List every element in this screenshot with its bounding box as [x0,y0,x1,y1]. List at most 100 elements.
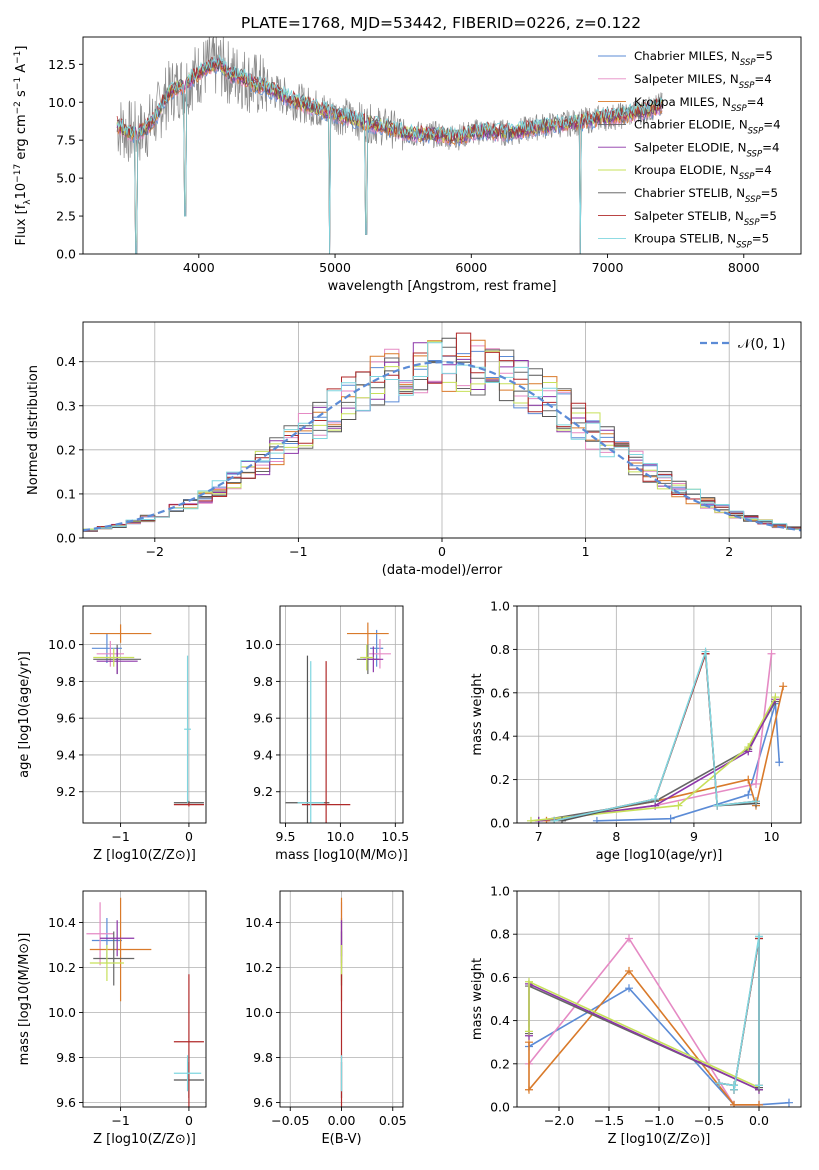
age_vs_Z-ylabel: age [log10(age/yr)] [17,651,32,778]
age_vs_mass-ytick-label-1: 9.4 [253,747,273,762]
spectrum-legend-sub-6: SSP [745,195,761,205]
spectrum-legend-value-4: =4 [762,140,779,154]
residuals-ytick-label-3: 0.3 [56,398,76,413]
spectrum-legend-text-0: Chabrier MILES, N [634,49,740,63]
residuals-xtick-label-4: 2 [725,544,733,559]
spectrum-legend-sub-4: SSP [746,149,762,159]
weights_vs_Z-marker-0-4 [785,1098,793,1107]
age_vs_Z-ytick-label-1: 9.4 [56,747,76,762]
spectrum-ylabel-part-0: Flux [f [14,204,29,245]
residuals-legend-label: 𝒩(0, 1) [738,337,785,352]
mass_vs_Z-ytick-label-2: 10.0 [48,1005,76,1020]
spectrum-ytick-label-1: 2.5 [56,209,76,224]
weights_vs_age-marker-1-3 [767,649,776,658]
spectrum-legend-value-1: =4 [754,72,771,86]
residuals-ylabel: Normed distribution [26,365,41,495]
residuals-xtick-label-1: −1 [289,544,307,559]
spectrum-legend-label-7: Salpeter STELIB, NSSP=5 [634,209,777,228]
spectrum-legend-text-8: Kroupa STELIB, N [634,232,736,246]
weights_vs_age-marker-5-0 [526,816,535,823]
spectrum-model-line-6 [116,57,663,254]
spectrum-lines [116,37,663,254]
mass_vs_Z-ytick-label-4: 10.4 [48,915,76,930]
weights_vs_age-ytick-label-2: 0.4 [490,729,510,744]
spectrum-legend-text-7: Salpeter STELIB, N [634,209,744,223]
spectrum-legend-text-4: Salpeter ELODIE, N [634,140,746,154]
mass_vs_ebv-ytick-label-1: 9.8 [253,1050,273,1065]
spectrum-ytick-label-4: 10.0 [48,95,76,110]
spectrum-legend-sub-7: SSP [744,218,760,228]
spectrum-legend-label-4: Salpeter ELODIE, NSSP=4 [634,140,779,159]
spectrum-ylabel-part-2: 10 [14,183,29,200]
spectrum-legend-value-5: =4 [754,163,771,177]
spectrum-legend-text-6: Chabrier STELIB, N [634,186,745,200]
spectrum-legend-label-8: Kroupa STELIB, NSSP=5 [634,232,769,251]
weights_vs_Z-xtick-label-4: 0.0 [749,1113,769,1128]
weights_vs_Z-marker-5-1 [525,977,533,986]
spectrum-legend-sub-0: SSP [740,58,756,68]
age_vs_mass-ytick-label-3: 9.8 [253,674,273,689]
weights_vs_Z-panel: −2.0 −1.5 −1.0 −0.5 0.0 0.0 0.2 0.4 0.6 0.8 1.0 Z [… [470,884,802,1147]
weights_vs_age-marker-5-1 [674,801,683,810]
weights_vs_age-ytick-label-0: 0.0 [490,816,510,831]
weights_vs_Z-marker-1-1 [625,934,633,943]
weights_vs_age-xtick-label-2: 9 [690,829,698,844]
weights_vs_Z-xtick-label-3: −0.5 [694,1113,724,1128]
weights_vs_Z-xlabel: Z [log10(Z/Z⊙)] [608,1132,711,1147]
weights_vs_age-ytick-label-1: 0.2 [490,772,510,787]
mass_vs_ebv-xtick-label-2: 0.05 [379,1113,407,1128]
age_vs_mass-frame [279,605,404,824]
figure-title: PLATE=1768, MJD=53442, FIBERID=0226, z=0… [241,14,641,32]
weights_vs_Z-ylabel: mass weight [470,958,485,1040]
age_vs_mass-ytick-label-4: 10.0 [245,637,273,652]
spectrum-legend-sub-2: SSP [731,104,747,114]
spectrum-legend-value-8: =5 [752,232,769,246]
weights_vs_Z-ytick-label-0: 0.0 [490,1100,510,1115]
weights_vs_age-line-5 [530,696,777,822]
weights_vs_age-marker-8-4 [751,797,760,806]
weights_vs_Z-ytick-label-4: 0.8 [490,927,510,942]
spectrum-ylabel-part-5: −2 [13,101,23,114]
weights_vs_Z-xtick-label-1: −1.5 [594,1113,624,1128]
spectrum-legend-text-1: Salpeter MILES, N [634,72,739,86]
residuals-xtick-label-2: 0 [438,544,446,559]
mass_vs_ebv-xtick-label-1: 0.00 [328,1113,356,1128]
weights_vs_Z-marker-0-1 [625,984,633,993]
mass_vs_Z-panel: −1 0 9.6 9.8 10.0 10.2 10.4 Z [log10(Z/Z⊙)] mass… [17,890,207,1147]
weights_vs_Z-ytick-label-3: 0.6 [490,970,510,985]
weights_vs_Z-ytick-label-2: 0.4 [490,1013,510,1028]
weights_vs_Z-ytick-label-1: 0.2 [490,1056,510,1071]
weights_vs_age-marker-8-2 [701,647,710,656]
weights_vs_age-ytick-label-3: 0.6 [490,685,510,700]
spectrum-ylabel-part-7: −1 [13,77,23,90]
spectrum-legend-label-5: Kroupa ELODIE, NSSP=4 [634,163,772,182]
age_vs_mass-xtick-label-2: 10.5 [381,829,409,844]
spectrum-legend-value-2: =4 [747,95,764,109]
spectrum-xtick-label-4: 8000 [728,260,760,275]
spectrum-ytick-label-0: 0.0 [56,247,76,262]
weights_vs_Z-marker-8-4 [755,1081,763,1090]
weights_vs_age-frame [516,605,802,824]
spectrum-legend-label-2: Kroupa MILES, NSSP=4 [634,95,764,114]
spectrum-ytick-label-5: 12.5 [48,57,76,72]
spectrum-ylabel-part-4: erg cm [14,114,29,163]
spectrum-legend-text-5: Kroupa ELODIE, N [634,163,739,177]
age_vs_Z-ytick-label-4: 10.0 [48,637,76,652]
spectrum-frame [82,36,802,255]
residuals-ytick-label-2: 0.2 [56,442,76,457]
spectrum-legend-sub-8: SSP [736,241,752,251]
spectrum-xtick-label-2: 6000 [455,260,487,275]
residuals-ytick-label-1: 0.1 [56,486,76,501]
weights_vs_Z-marker-2-3 [730,1100,738,1107]
weights_vs_age-marker-0-1 [666,814,675,823]
weights_vs_age-ytick-label-5: 1.0 [490,599,510,614]
spectrum-legend-label-3: Chabrier ELODIE, NSSP=4 [634,118,781,137]
weights_vs_Z-marker-2-1 [525,1085,533,1094]
mass_vs_ebv-xlabel: E(B-V) [321,1132,361,1147]
weights_vs_Z-marker-8-3 [755,932,763,941]
spectrum-xtick-label-0: 4000 [183,260,215,275]
weights_vs_age-marker-0-4 [775,758,784,767]
spectrum-legend-value-0: =5 [756,49,773,63]
